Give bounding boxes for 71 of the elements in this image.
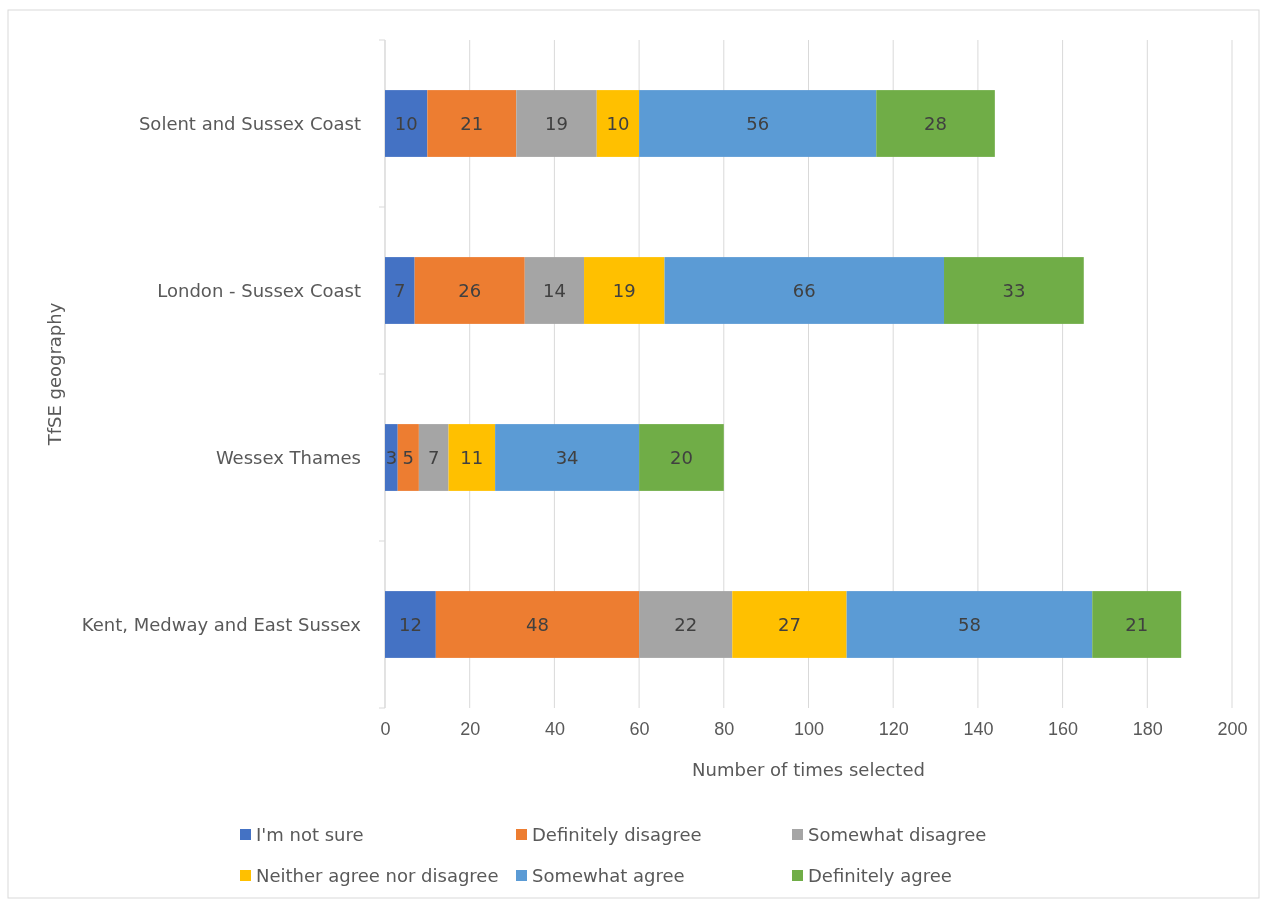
x-tick-label: 20 [460, 718, 481, 739]
data-label: 58 [957, 613, 981, 635]
data-label: 26 [458, 279, 482, 301]
data-label: 21 [1125, 613, 1149, 635]
x-tick-label: 40 [544, 718, 565, 739]
data-label: 19 [545, 112, 568, 134]
data-label: 7 [427, 446, 440, 468]
x-tick-label: 140 [963, 718, 994, 739]
data-label: 5 [402, 446, 415, 468]
x-axis-title: Number of times selected [692, 759, 925, 780]
y-tick-label: Solent and Sussex Coast [138, 112, 361, 134]
legend-label: Definitely disagree [532, 824, 702, 846]
bar [385, 90, 428, 157]
data-label: 7 [394, 279, 406, 301]
y-tick-label: London - Sussex Coast [157, 279, 361, 301]
data-label: 3 [385, 446, 398, 468]
data-label: 27 [777, 613, 801, 635]
data-label: 34 [555, 446, 579, 468]
bar [385, 591, 436, 658]
bar [435, 591, 640, 658]
x-tick-label: 80 [714, 718, 735, 739]
bar [846, 591, 1093, 658]
bar [495, 424, 640, 491]
bar [639, 591, 733, 658]
bar [524, 257, 585, 324]
data-label: 21 [460, 112, 484, 134]
legend-label: Neither agree nor disagree [256, 865, 499, 887]
bar [397, 424, 419, 491]
bar [732, 591, 847, 658]
bar [385, 424, 398, 491]
data-label: 10 [394, 112, 418, 134]
data-label: 12 [398, 613, 422, 635]
bar [639, 424, 724, 491]
x-tick-label: 60 [629, 718, 650, 739]
x-tick-label: 0 [380, 718, 391, 739]
legend-label: I'm not sure [256, 824, 364, 846]
data-label: 48 [526, 613, 549, 635]
legend-label: Definitely agree [808, 865, 952, 887]
bar [664, 257, 945, 324]
data-label: 10 [606, 112, 630, 134]
data-label: 20 [670, 446, 693, 468]
bar [516, 90, 597, 157]
bar [1092, 591, 1182, 658]
bar [639, 90, 877, 157]
y-tick-label: Wessex Thames [215, 446, 361, 468]
bar [385, 257, 415, 324]
data-label: 14 [542, 279, 566, 301]
data-label: 11 [460, 446, 484, 468]
legend-label: Somewhat agree [532, 865, 685, 887]
data-label: 66 [792, 279, 816, 301]
bar [414, 257, 525, 324]
bar [944, 257, 1084, 324]
bar [427, 90, 517, 157]
bar [596, 90, 640, 157]
x-tick-label: 200 [1217, 718, 1248, 739]
data-label: 56 [746, 112, 770, 134]
bar [584, 257, 665, 324]
bar [448, 424, 496, 491]
data-label: 22 [674, 613, 698, 635]
bar [876, 90, 995, 157]
x-tick-label: 180 [1132, 718, 1163, 739]
bar [418, 424, 449, 491]
legend-label: Somewhat disagree [808, 824, 987, 846]
data-label: 19 [612, 279, 636, 301]
y-tick-label: Kent, Medway and East Sussex [81, 613, 362, 635]
data-label: 33 [1002, 279, 1026, 301]
y-axis-title: TfSE geography [44, 302, 65, 447]
x-tick-label: 100 [793, 718, 825, 739]
x-tick-label: 160 [1048, 718, 1079, 739]
data-label: 28 [924, 112, 947, 134]
x-tick-label: 120 [878, 718, 909, 739]
